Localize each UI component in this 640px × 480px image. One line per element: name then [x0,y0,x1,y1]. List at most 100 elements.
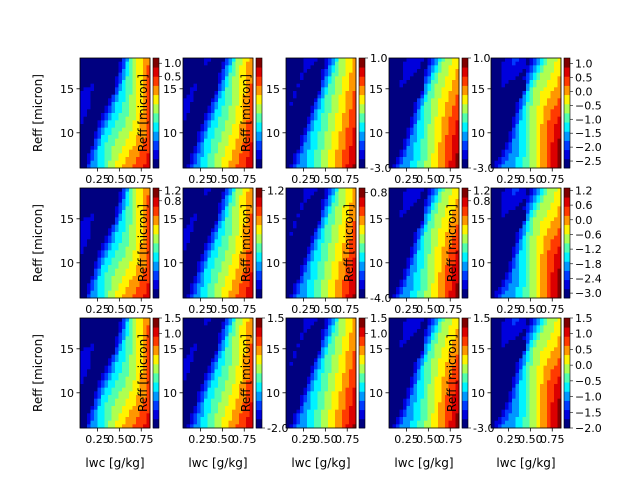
contour-cell [221,206,226,211]
contour-cell [125,61,130,66]
contour-cell [104,109,109,114]
contour-cell [249,210,254,215]
contour-cell [303,213,308,218]
contour-cell [300,91,304,96]
contour-cell [438,142,442,147]
contour-cell [352,213,357,218]
contour-cell [289,149,294,154]
contour-cell [389,146,393,151]
contour-cell [296,261,301,266]
contour-cell [455,80,460,85]
contour-cell [338,120,343,125]
contour-cell [536,149,541,154]
contour-cell [300,127,304,132]
contour-cell [90,191,95,196]
contour-cell [94,160,98,165]
contour-cell [90,221,95,226]
contour-cell [307,221,311,226]
contour-cell [441,105,446,110]
contour-cell [427,146,432,151]
contour-cell [533,153,537,158]
contour-cell [232,87,236,92]
contour-cell [197,87,201,92]
contour-cell [225,69,229,74]
contour-cell [431,160,435,165]
contour-cell [554,94,558,99]
contour-cell [331,294,336,299]
contour-cell [338,109,343,114]
contour-cell [207,65,212,70]
contour-cell [225,261,229,266]
contour-cell [225,98,229,103]
contour-cell [431,91,435,96]
contour-cell [396,149,400,154]
contour-cell [190,120,194,125]
contour-cell [349,210,353,215]
contour-cell [399,120,404,125]
contour-cell [515,164,520,169]
contour-cell [97,105,102,110]
contour-cell [101,195,105,200]
contour-cell [512,98,516,103]
contour-cell [87,279,91,284]
contour-cell [218,83,222,88]
contour-cell [200,272,205,277]
contour-cell [136,94,140,99]
contour-cell [183,217,187,222]
contour-cell [115,217,119,222]
contour-cell [108,261,112,266]
contour-cell [225,217,229,222]
contour-cell [345,188,350,193]
contour-cell [331,221,336,226]
contour-cell [331,290,336,295]
contour-cell [211,138,215,143]
contour-cell [335,221,339,226]
contour-cell [232,221,236,226]
contour-cell [108,149,112,154]
contour-cell [129,157,133,162]
contour-cell [225,210,229,215]
contour-cell [200,142,205,147]
contour-cell [221,228,226,233]
contour-cell [345,135,350,140]
contour-cell [328,265,332,270]
contour-cell [111,257,116,262]
contour-cell [352,239,357,244]
contour-cell [115,149,119,154]
contour-cell [132,283,137,288]
contour-cell [296,199,301,204]
x-tick-label: 0.25 [188,173,213,186]
colorbar-segment [153,113,159,123]
contour-cell [289,232,294,237]
contour-cell [129,127,133,132]
contour-cell [448,124,453,129]
contour-cell [328,138,332,143]
contour-cell [193,206,198,211]
contour-cell [90,160,95,165]
contour-cell [125,287,130,292]
contour-cell [186,254,191,259]
contour-cell [132,243,137,248]
contour-cell [438,120,442,125]
contour-cell [328,94,332,99]
contour-cell [441,157,446,162]
contour-cell [193,221,198,226]
contour-cell [97,149,102,154]
contour-cell [424,91,428,96]
contour-cell [396,146,400,151]
contour-cell [331,261,336,266]
contour-cell [218,210,222,215]
contour-cell [526,91,530,96]
contour-cell [101,61,105,66]
contour-cell [197,146,201,151]
contour-cell [129,160,133,165]
contour-cell [410,120,414,125]
contour-cell [420,94,425,99]
contour-cell [87,199,91,204]
contour-cell [211,80,215,85]
contour-cell [410,94,414,99]
contour-cell [239,283,243,288]
contour-cell [547,109,551,114]
contour-cell [90,94,95,99]
contour-cell [232,69,236,74]
